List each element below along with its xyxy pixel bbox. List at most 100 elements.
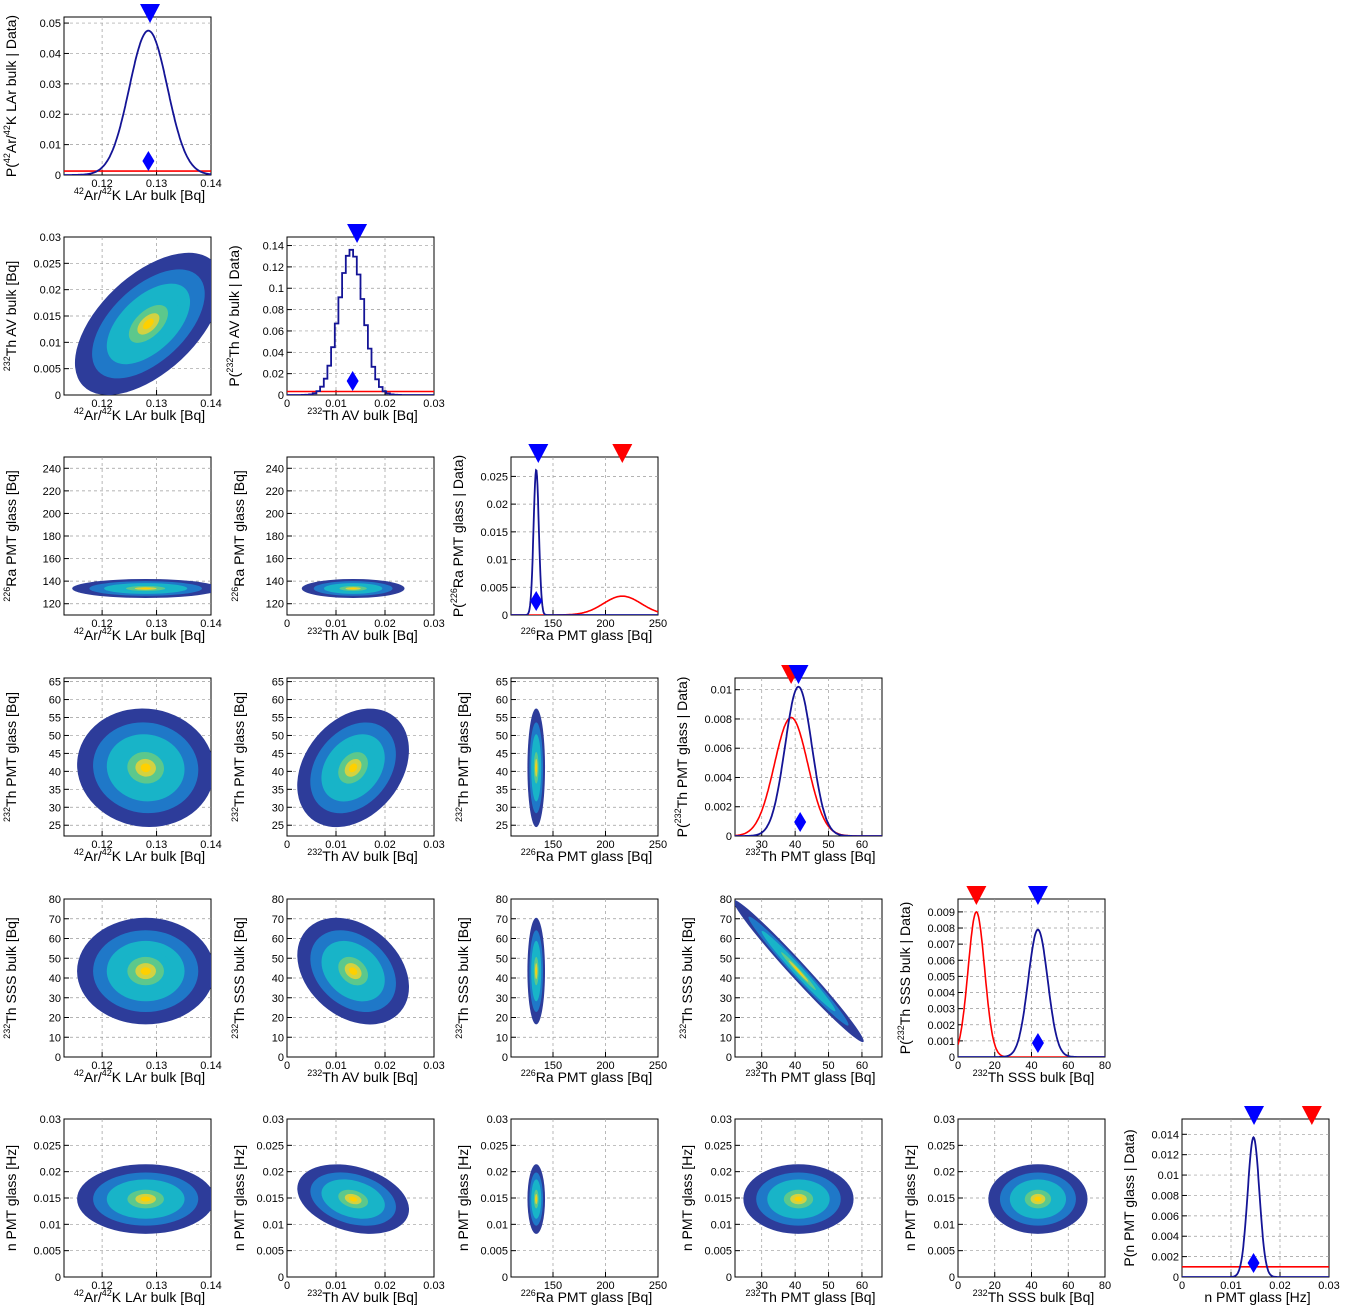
x-tick-label: 20 — [989, 1280, 1001, 1292]
y-tick-label: 40 — [272, 766, 284, 778]
y-tick-label: 10 — [49, 1032, 61, 1044]
posterior-density — [301, 578, 405, 598]
x-tick-label: 60 — [856, 839, 868, 851]
x-axis-label: 42Ar/42K LAr bulk [Bq] — [74, 406, 205, 423]
y-tick-label: 40 — [720, 973, 732, 985]
x-tick-label: 0.03 — [423, 1060, 444, 1072]
label-part: 42 — [74, 186, 84, 196]
x-tick-label: 0.03 — [423, 398, 444, 410]
label-part: K LAr bulk [Bq] — [112, 627, 205, 643]
x-tick-label: 0.02 — [374, 618, 395, 630]
y-axis-label: 232Th SSS bulk [Bq] — [230, 917, 247, 1039]
label-part: Th SSS bulk [Bq] — [3, 917, 19, 1024]
best-fit-marker — [788, 665, 809, 684]
label-part: Th SSS bulk | Data) — [897, 902, 913, 1025]
y-tick-label: 0.003 — [927, 1004, 955, 1016]
y-tick-label: 0.025 — [480, 471, 508, 483]
x-tick-label: 0.14 — [200, 618, 221, 630]
posterior-curve — [735, 685, 882, 836]
posterior-density — [72, 578, 211, 598]
label-part: 232 — [2, 356, 12, 371]
density-level — [140, 967, 151, 975]
y-tick-label: 40 — [496, 973, 508, 985]
y-tick-label: 0.015 — [256, 1193, 284, 1205]
x-tick-label: 0.12 — [91, 1280, 112, 1292]
y-tick-label: 0.14 — [263, 241, 284, 253]
y-tick-label: 240 — [43, 463, 61, 475]
y-tick-label: 80 — [720, 894, 732, 906]
y-tick-label: 0.01 — [487, 1219, 508, 1231]
label-part: 232 — [454, 807, 464, 822]
label-part: 232 — [678, 1024, 688, 1039]
y-tick-label: 0.015 — [704, 1193, 732, 1205]
x-tick-label: 40 — [789, 1280, 801, 1292]
y-tick-label: 40 — [49, 766, 61, 778]
density-level — [535, 763, 537, 773]
marginal-panel-thsss: 0 20 40 60 8000.0010.0020.0030.0040.0050.006… — [896, 886, 1111, 1085]
label-part: 232 — [746, 1288, 761, 1298]
y-tick-label: 0.03 — [40, 232, 61, 244]
y-tick-label: 0.015 — [33, 311, 61, 323]
y-tick-label: 0.002 — [704, 802, 732, 814]
label-part: 226 — [449, 588, 459, 603]
posterior-density — [74, 252, 211, 395]
y-tick-label: 60 — [496, 934, 508, 946]
y-tick-label: 40 — [272, 973, 284, 985]
y-axis-label: 232Th PMT glass [Bq] — [2, 692, 19, 822]
x-axis-label: 232Th SSS bulk [Bq] — [973, 1068, 1095, 1085]
y-tick-label: 0.02 — [711, 1167, 732, 1179]
x-tick-label: 0.14 — [200, 1280, 221, 1292]
y-tick-label: 20 — [496, 1013, 508, 1025]
x-tick-label: 0.12 — [91, 178, 112, 190]
y-tick-label: 0.01 — [711, 685, 732, 697]
density-level — [793, 965, 804, 977]
y-tick-label: 0 — [278, 1052, 284, 1064]
y-tick-label: 70 — [272, 914, 284, 926]
x-tick-label: 30 — [756, 1060, 768, 1072]
y-tick-label: 0.012 — [1151, 1150, 1179, 1162]
density-level — [349, 967, 358, 976]
y-axis-label: n PMT glass [Hz] — [455, 1145, 471, 1251]
label-part: Ar/ — [84, 627, 102, 643]
y-tick-label: 70 — [496, 914, 508, 926]
x-axis-label: 232Th AV bulk [Bq] — [307, 1288, 418, 1305]
x-tick-label: 250 — [649, 618, 667, 630]
marginal-panel-thav: 0 0.01 0.02 0.03 0 0.02 0.04 0.06 0.08 0.1 0.12 0.1… — [225, 224, 445, 423]
y-tick-label: 180 — [266, 531, 284, 543]
label-part: n PMT glass [Hz] — [231, 1145, 247, 1251]
label-part: 226 — [521, 1288, 536, 1298]
y-axis-label: 232Th SSS bulk [Bq] — [454, 917, 471, 1039]
y-tick-label: 60 — [49, 695, 61, 707]
x-tick-label: 0.03 — [1318, 1280, 1339, 1292]
joint-panel-rapmt-npmt: 150 200 250 0 0.005 0.01 0.015 0.02 0.025 0.03 226… — [455, 1114, 667, 1305]
y-axis-label: n PMT glass [Hz] — [231, 1145, 247, 1251]
label-part: Th AV bulk | Data) — [226, 245, 242, 357]
marginal-panel-npmt: 0 0.01 0.02 0.03 0 0.002 0.004 0.006 0.008 0.01 0.… — [1121, 1106, 1340, 1305]
density-level — [143, 318, 154, 330]
posterior-density — [527, 1164, 546, 1234]
y-tick-label: 40 — [49, 973, 61, 985]
label-part: 232 — [307, 626, 322, 636]
y-axis-label: 232Th AV bulk [Bq] — [2, 261, 19, 372]
joint-panel-ar42-npmt: 0.12 0.13 0.14 0 0.005 0.01 0.015 0.02 0.025 0.03… — [3, 1114, 222, 1305]
label-part: 42 — [102, 1068, 112, 1078]
y-tick-label: 0.006 — [704, 743, 732, 755]
y-tick-label: 0.03 — [40, 79, 61, 91]
y-tick-label: 160 — [43, 554, 61, 566]
joint-panel-thav-rapmt: 0 0.01 0.02 0.03 120 140 160 180 200 220 240 232Th … — [230, 456, 445, 643]
label-part: Th AV bulk [Bq] — [322, 1289, 417, 1305]
posterior-mean-marker — [346, 371, 359, 391]
label-part: K LAr bulk [Bq] — [112, 187, 205, 203]
x-tick-label: 0.02 — [374, 1280, 395, 1292]
y-tick-label: 0.1 — [269, 283, 284, 295]
x-tick-label: 0 — [284, 398, 290, 410]
x-tick-label: 0.03 — [423, 839, 444, 851]
density-level — [140, 763, 151, 773]
x-axis-label: 42Ar/42K LAr bulk [Bq] — [74, 626, 205, 643]
prior-curve — [735, 716, 882, 836]
y-tick-label: 0 — [726, 1052, 732, 1064]
posterior-density — [297, 1164, 410, 1234]
x-axis-label: 232Th PMT glass [Bq] — [746, 1288, 876, 1305]
x-tick-label: 40 — [1025, 1060, 1037, 1072]
